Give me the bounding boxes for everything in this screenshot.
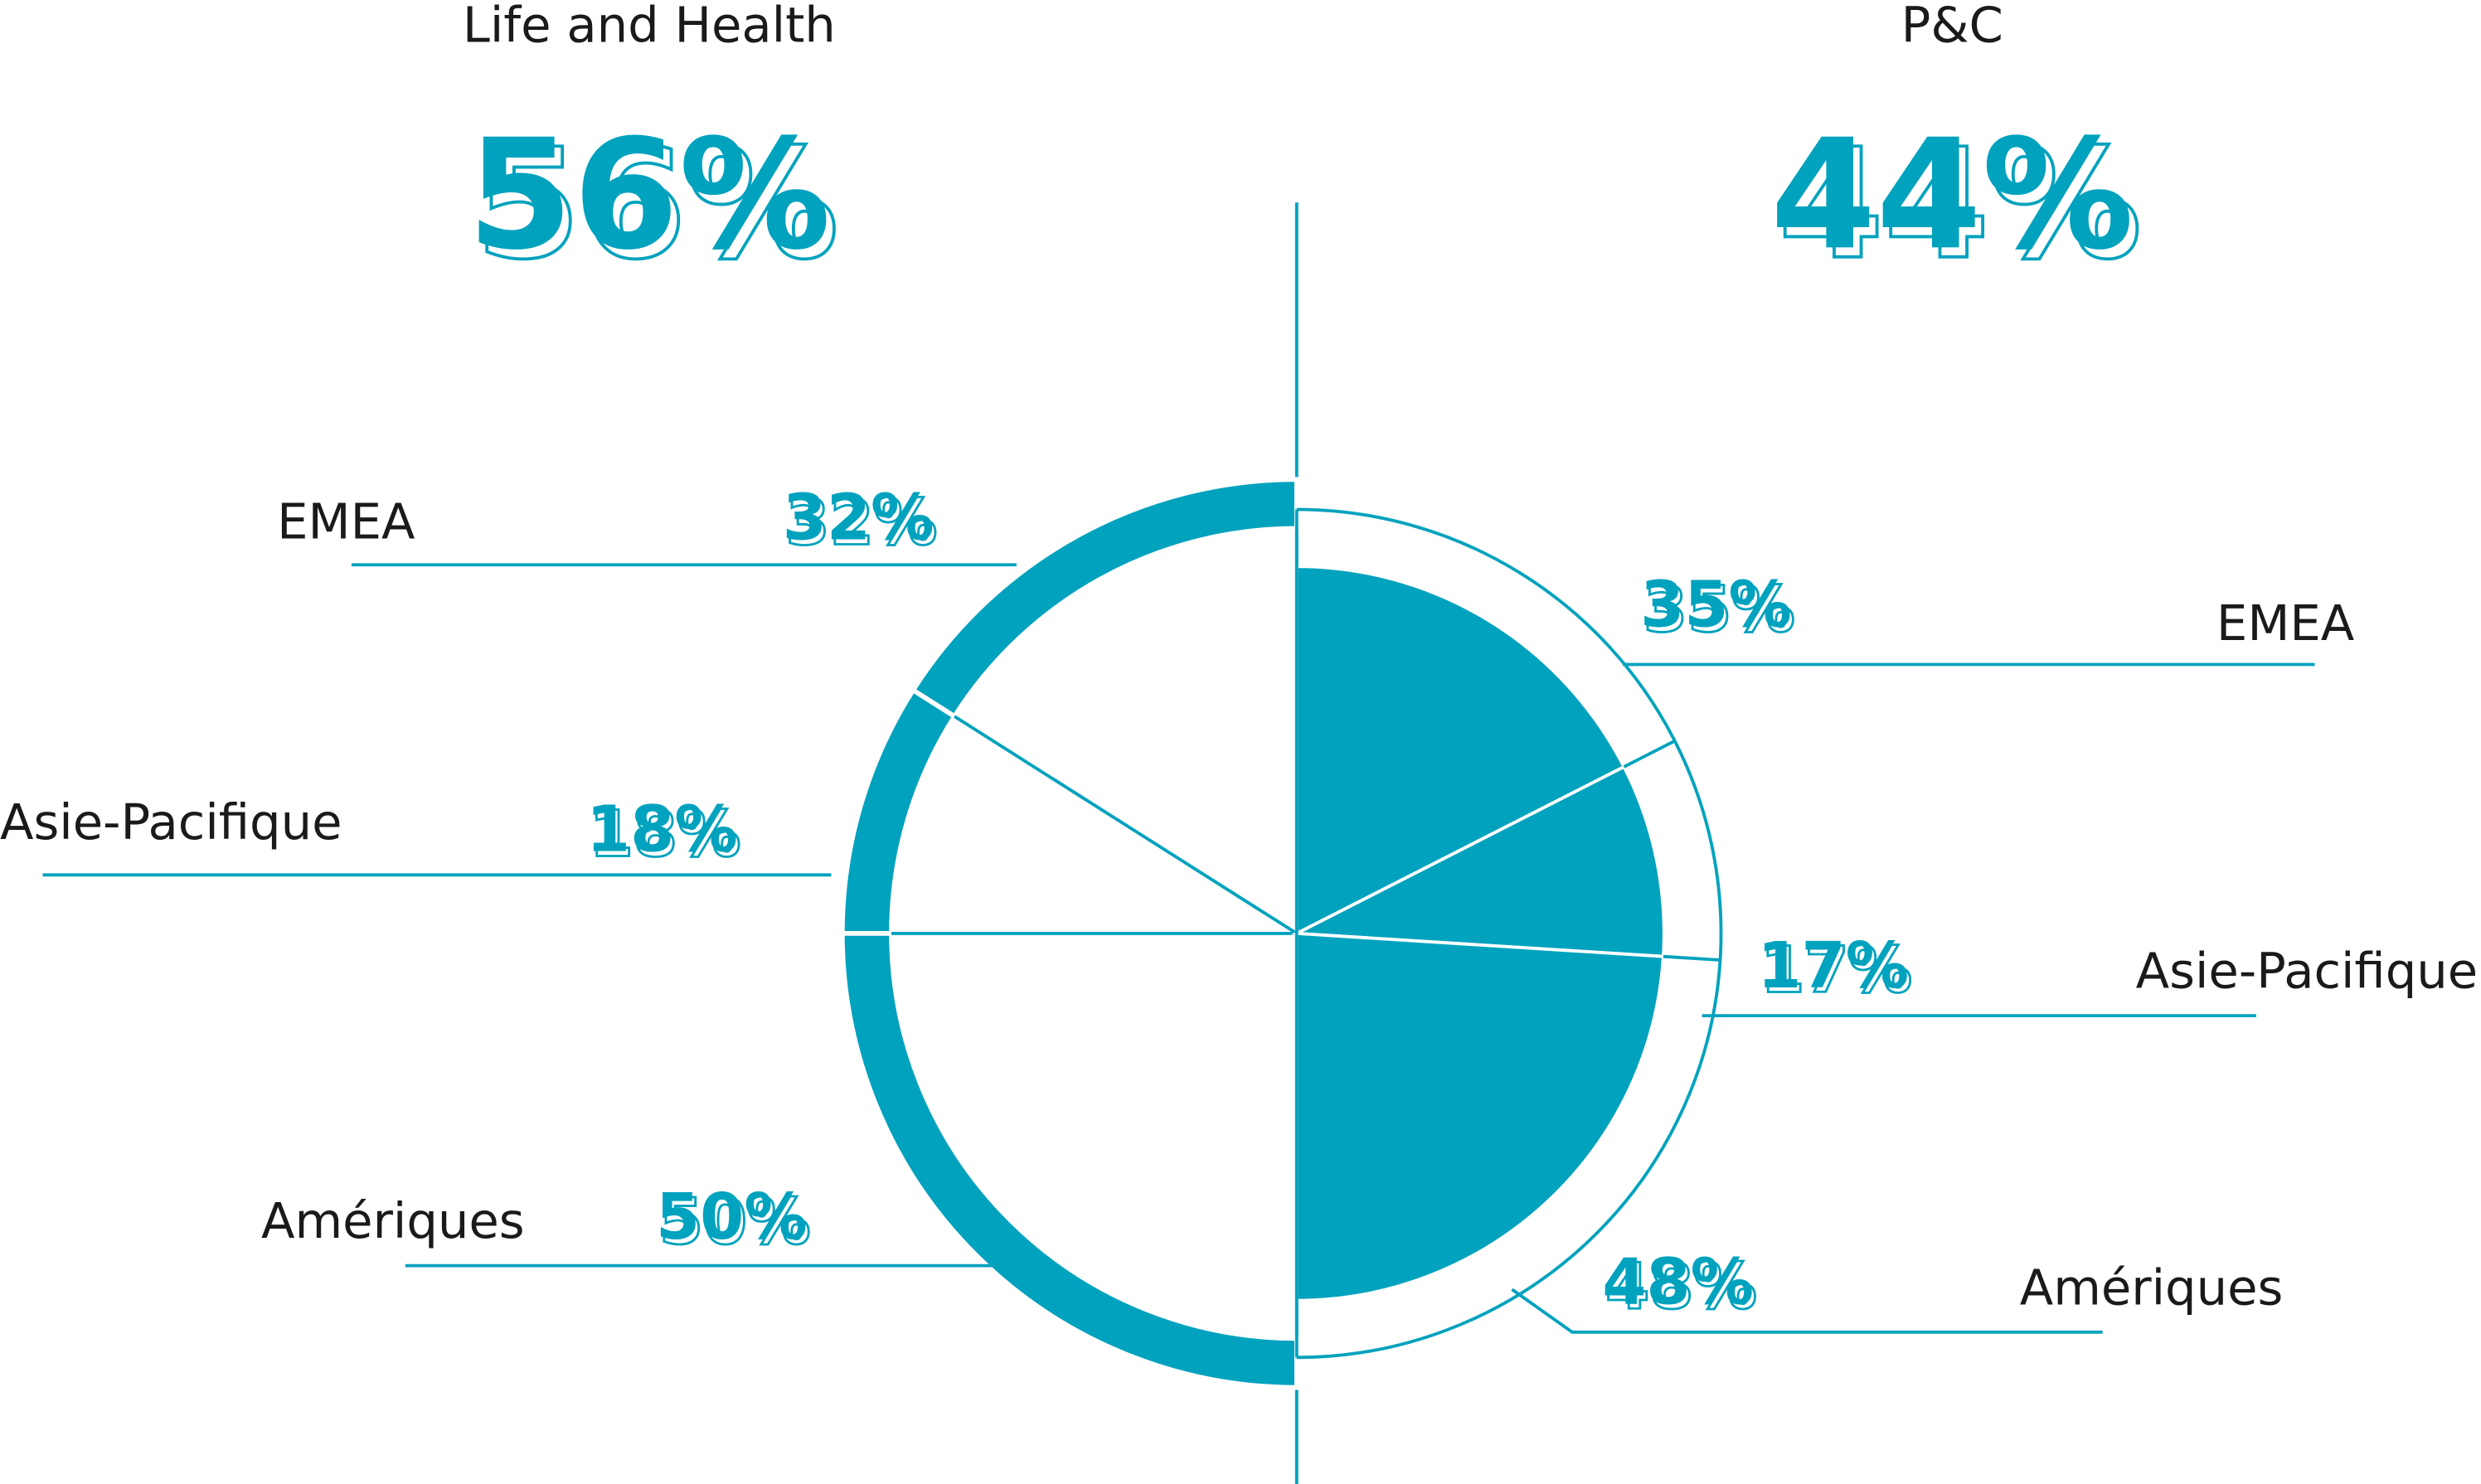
share-label-outline: 56% xyxy=(475,117,839,293)
value-label-outline: 48% xyxy=(1605,1250,1757,1324)
category-label: EMEA xyxy=(2216,594,2354,652)
value-label-outline: 18% xyxy=(590,798,741,871)
category-label: EMEA xyxy=(277,493,415,550)
outer-ring-arc xyxy=(1296,959,1722,1360)
segment-divider xyxy=(954,715,1298,935)
category-label: Asie-Pacifique xyxy=(2136,943,2479,1000)
value-label: 35% xyxy=(1640,569,1792,643)
category-label: Amériques xyxy=(2020,1258,2284,1316)
category-label: Asie-Pacifique xyxy=(0,793,342,851)
share-label: 56% xyxy=(467,107,831,284)
value-label: 50% xyxy=(656,1181,808,1254)
outer-ring-arc xyxy=(1296,507,1677,742)
share-label: 44% xyxy=(1770,107,2134,284)
value-label: 17% xyxy=(1757,929,1909,1003)
category-label: Amériques xyxy=(261,1192,525,1249)
segment-divider xyxy=(1623,740,1676,769)
ring-segment xyxy=(839,931,1299,1390)
pie-wedge xyxy=(1294,565,1627,937)
pie-wedge xyxy=(1294,931,1665,1302)
segment-divider xyxy=(1663,954,1721,962)
value-label: 18% xyxy=(586,793,738,867)
chart-title: P&C xyxy=(1901,0,2003,53)
value-label-outline: 17% xyxy=(1760,934,1912,1008)
share-label-outline: 44% xyxy=(1778,117,2142,293)
value-label-outline: 50% xyxy=(659,1186,811,1259)
leader-line xyxy=(1511,1288,2103,1334)
value-label: 48% xyxy=(1602,1245,1754,1319)
value-label-outline: 35% xyxy=(1643,573,1795,647)
ring-segment xyxy=(839,686,959,936)
outer-ring-arc xyxy=(1673,740,1723,961)
value-label: 32% xyxy=(783,482,935,555)
chart-title: Life and Health xyxy=(463,0,836,53)
ring-segment xyxy=(910,477,1299,720)
pie-wedge xyxy=(1290,764,1666,958)
value-label-outline: 32% xyxy=(786,486,938,560)
